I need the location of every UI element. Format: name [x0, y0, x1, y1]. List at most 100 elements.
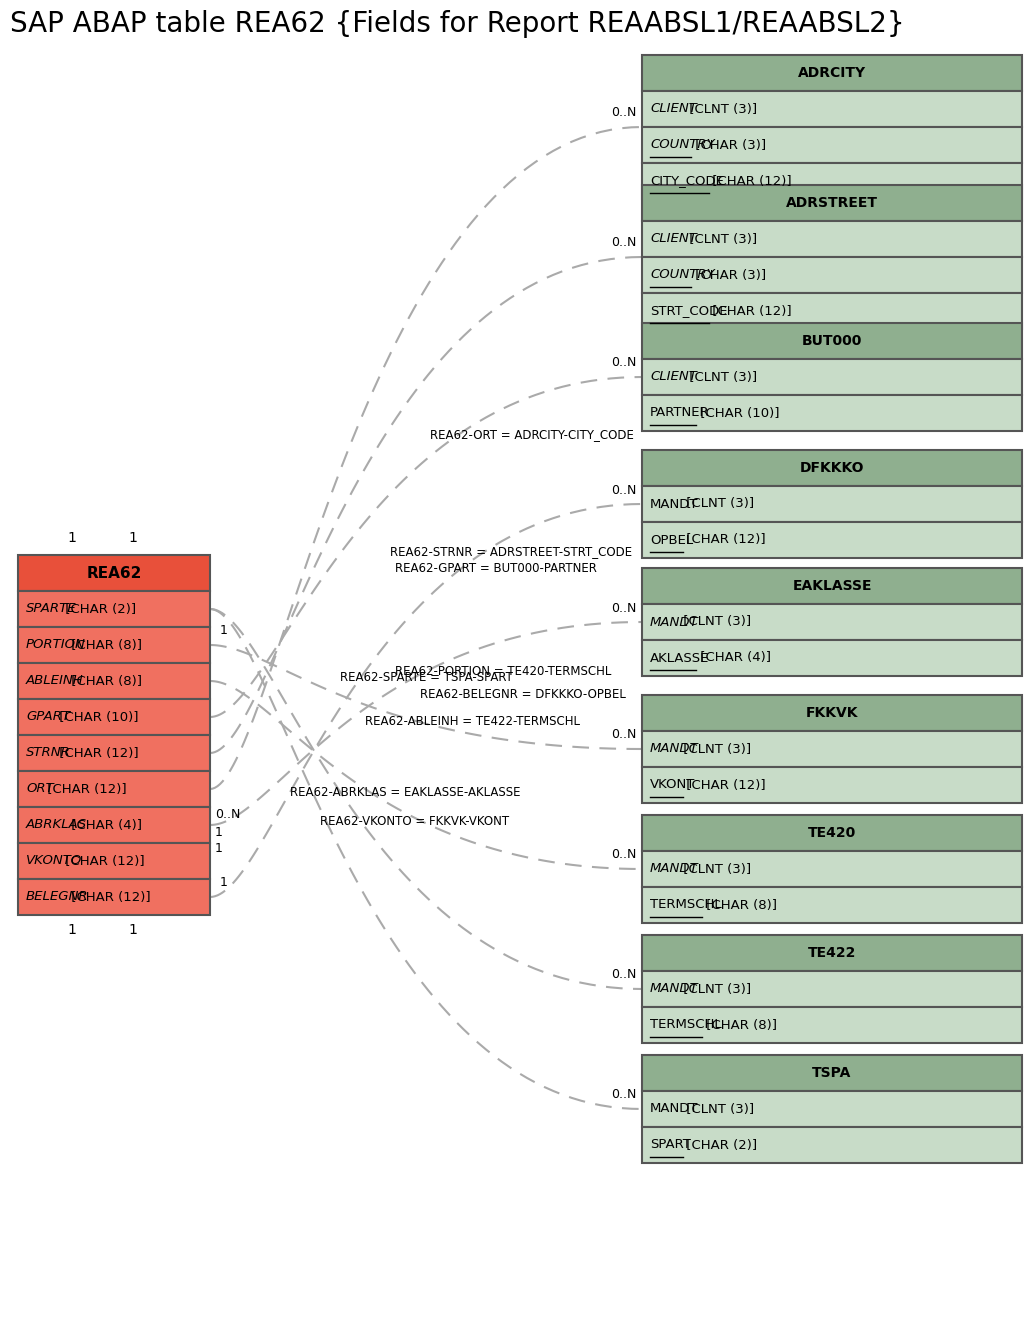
Text: SPARTE: SPARTE: [26, 603, 77, 616]
Text: SPART: SPART: [650, 1138, 691, 1151]
Text: 1: 1: [220, 624, 228, 637]
Text: 1: 1: [215, 827, 223, 840]
Text: [CHAR (8)]: [CHAR (8)]: [702, 899, 777, 911]
Bar: [642, 360, 1021, 395]
Text: REA62-VKONTO = FKKVK-VKONT: REA62-VKONTO = FKKVK-VKONT: [320, 815, 509, 828]
Bar: [642, 293, 1021, 329]
Text: MANDT: MANDT: [650, 1103, 698, 1115]
Text: [CHAR (10)]: [CHAR (10)]: [695, 407, 779, 420]
Text: GPART: GPART: [26, 710, 70, 723]
Bar: [642, 1127, 1021, 1164]
Text: [CHAR (12)]: [CHAR (12)]: [709, 305, 793, 318]
Text: CLIENT: CLIENT: [650, 102, 697, 115]
Text: REA62-ABLEINH = TE422-TERMSCHL: REA62-ABLEINH = TE422-TERMSCHL: [365, 715, 580, 729]
Bar: [18, 843, 210, 879]
Text: [CLNT (3)]: [CLNT (3)]: [679, 982, 751, 996]
Bar: [642, 162, 1021, 199]
Bar: [642, 1006, 1021, 1043]
Text: TERMSCHL: TERMSCHL: [650, 899, 722, 911]
Bar: [18, 735, 210, 772]
Bar: [642, 935, 1021, 972]
Bar: [642, 55, 1021, 91]
Text: TSPA: TSPA: [812, 1066, 852, 1080]
Text: STRT_CODE: STRT_CODE: [650, 305, 727, 318]
Text: TE422: TE422: [808, 946, 856, 960]
Text: CLIENT: CLIENT: [650, 232, 697, 246]
Text: REA62: REA62: [86, 565, 142, 581]
Text: [CHAR (12)]: [CHAR (12)]: [709, 174, 793, 188]
Text: [CHAR (8)]: [CHAR (8)]: [702, 1019, 777, 1032]
Text: TERMSCHL: TERMSCHL: [650, 1019, 722, 1032]
Text: 0..N: 0..N: [611, 236, 637, 250]
Bar: [642, 450, 1021, 486]
Bar: [642, 258, 1021, 293]
Text: REA62-SPARTE = TSPA-SPART: REA62-SPARTE = TSPA-SPART: [340, 671, 513, 683]
Text: BELEGNR: BELEGNR: [26, 891, 89, 903]
Text: [CHAR (12)]: [CHAR (12)]: [55, 746, 139, 760]
Text: 1: 1: [220, 876, 228, 890]
Text: DFKKKO: DFKKKO: [800, 462, 864, 475]
Text: CLIENT: CLIENT: [650, 370, 697, 384]
Text: 0..N: 0..N: [611, 848, 637, 862]
Text: [CHAR (10)]: [CHAR (10)]: [55, 710, 139, 723]
Text: 1: 1: [215, 843, 223, 855]
Text: COUNTRY: COUNTRY: [650, 138, 715, 152]
Text: [CHAR (4)]: [CHAR (4)]: [66, 819, 142, 832]
Text: [CHAR (12)]: [CHAR (12)]: [44, 782, 127, 796]
Bar: [642, 851, 1021, 887]
Text: AKLASSE: AKLASSE: [650, 651, 710, 664]
Text: 1: 1: [128, 531, 138, 545]
Text: [CHAR (3)]: [CHAR (3)]: [691, 268, 766, 282]
Text: 1: 1: [67, 923, 77, 937]
Text: 0..N: 0..N: [611, 483, 637, 497]
Text: REA62-GPART = BUT000-PARTNER: REA62-GPART = BUT000-PARTNER: [395, 562, 597, 576]
Text: REA62-STRNR = ADRSTREET-STRT_CODE: REA62-STRNR = ADRSTREET-STRT_CODE: [390, 545, 632, 558]
Bar: [642, 1091, 1021, 1127]
Text: [CHAR (8)]: [CHAR (8)]: [66, 675, 142, 687]
Text: VKONT: VKONT: [650, 778, 695, 792]
Text: [CHAR (3)]: [CHAR (3)]: [691, 138, 766, 152]
Text: 0..N: 0..N: [611, 106, 637, 119]
Text: [CHAR (12)]: [CHAR (12)]: [683, 534, 767, 546]
Text: 0..N: 0..N: [215, 808, 240, 821]
Text: [CHAR (12)]: [CHAR (12)]: [683, 778, 767, 792]
Bar: [18, 879, 210, 915]
Text: [CLNT (3)]: [CLNT (3)]: [685, 102, 757, 115]
Text: REA62-BELEGNR = DFKKKO-OPBEL: REA62-BELEGNR = DFKKKO-OPBEL: [420, 687, 626, 701]
Bar: [642, 604, 1021, 640]
Text: CITY_CODE: CITY_CODE: [650, 174, 724, 188]
Text: [CHAR (12)]: [CHAR (12)]: [61, 855, 144, 867]
Text: 1: 1: [128, 923, 138, 937]
Bar: [642, 395, 1021, 431]
Bar: [642, 972, 1021, 1006]
Bar: [18, 627, 210, 663]
Text: 0..N: 0..N: [611, 729, 637, 742]
Text: STRNR: STRNR: [26, 746, 70, 760]
Text: [CLNT (3)]: [CLNT (3)]: [685, 370, 757, 384]
Bar: [642, 768, 1021, 803]
Text: MANDT: MANDT: [650, 742, 698, 756]
Bar: [642, 522, 1021, 558]
Text: 0..N: 0..N: [611, 357, 637, 369]
Text: SAP ABAP table REA62 {Fields for Report REAABSL1/REAABSL2}: SAP ABAP table REA62 {Fields for Report …: [10, 9, 904, 38]
Text: [CHAR (2)]: [CHAR (2)]: [61, 603, 136, 616]
Bar: [642, 568, 1021, 604]
Text: ADRSTREET: ADRSTREET: [786, 196, 877, 209]
Text: 0..N: 0..N: [611, 601, 637, 615]
Text: [CHAR (2)]: [CHAR (2)]: [683, 1138, 757, 1151]
Text: COUNTRY: COUNTRY: [650, 268, 715, 282]
Bar: [642, 127, 1021, 162]
Bar: [642, 486, 1021, 522]
Bar: [642, 323, 1021, 360]
Text: [CHAR (8)]: [CHAR (8)]: [66, 639, 142, 651]
Text: REA62-ABRKLAS = EAKLASSE-AKLASSE: REA62-ABRKLAS = EAKLASSE-AKLASSE: [290, 785, 520, 798]
Bar: [18, 590, 210, 627]
Bar: [642, 640, 1021, 676]
Text: OPBEL: OPBEL: [650, 534, 693, 546]
Bar: [642, 695, 1021, 731]
Text: [CLNT (3)]: [CLNT (3)]: [683, 1103, 754, 1115]
Bar: [642, 185, 1021, 221]
Text: 0..N: 0..N: [611, 969, 637, 981]
Text: [CLNT (3)]: [CLNT (3)]: [679, 742, 751, 756]
Bar: [18, 807, 210, 843]
